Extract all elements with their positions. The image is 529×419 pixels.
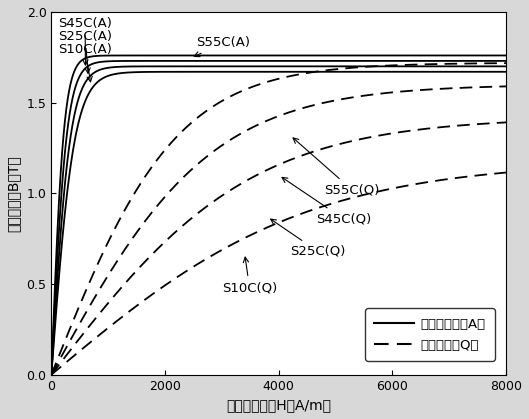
Text: S10C(A): S10C(A) [58,43,112,82]
Text: S55C(Q): S55C(Q) [293,138,379,196]
Legend: 焼なまし材（A）, 焼入れ材（Q）: 焼なまし材（A）, 焼入れ材（Q） [365,308,495,361]
Text: S45C(A): S45C(A) [58,17,112,65]
Text: S25C(Q): S25C(Q) [271,219,345,258]
Text: S25C(A): S25C(A) [58,30,112,73]
Text: S10C(Q): S10C(Q) [222,257,277,294]
Y-axis label: 磁束密度，B（T）: 磁束密度，B（T） [7,155,21,232]
X-axis label: 磁界の強さ，H（A/m）: 磁界の強さ，H（A/m） [226,398,331,412]
Text: S55C(A): S55C(A) [194,36,250,57]
Text: S45C(Q): S45C(Q) [282,177,371,225]
